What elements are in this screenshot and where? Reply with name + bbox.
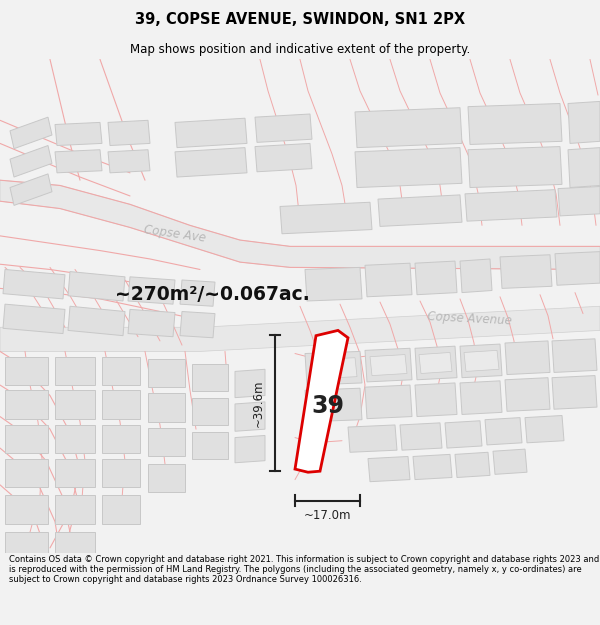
Polygon shape — [102, 357, 140, 385]
Polygon shape — [0, 306, 600, 351]
Polygon shape — [108, 120, 150, 146]
Polygon shape — [102, 496, 140, 524]
Text: Copse Ave: Copse Ave — [143, 223, 207, 244]
Polygon shape — [568, 101, 600, 143]
Polygon shape — [5, 496, 48, 524]
Polygon shape — [175, 118, 247, 148]
Polygon shape — [235, 369, 265, 398]
Polygon shape — [555, 252, 600, 285]
Polygon shape — [10, 117, 52, 149]
Polygon shape — [415, 383, 457, 416]
Polygon shape — [419, 352, 452, 374]
Polygon shape — [552, 339, 597, 372]
Polygon shape — [55, 496, 95, 524]
Polygon shape — [280, 202, 372, 234]
Polygon shape — [295, 331, 348, 472]
Polygon shape — [10, 174, 52, 206]
Text: Contains OS data © Crown copyright and database right 2021. This information is : Contains OS data © Crown copyright and d… — [9, 554, 599, 584]
Polygon shape — [255, 143, 312, 172]
Polygon shape — [465, 189, 557, 221]
Polygon shape — [102, 390, 140, 419]
Polygon shape — [5, 459, 48, 487]
Polygon shape — [500, 255, 552, 288]
Polygon shape — [348, 425, 397, 452]
Polygon shape — [55, 150, 102, 173]
Polygon shape — [460, 344, 502, 377]
Polygon shape — [305, 351, 362, 385]
Polygon shape — [102, 459, 140, 487]
Polygon shape — [3, 269, 65, 299]
Polygon shape — [460, 381, 502, 414]
Polygon shape — [468, 147, 562, 188]
Polygon shape — [413, 454, 452, 479]
Polygon shape — [5, 425, 48, 453]
Polygon shape — [558, 186, 600, 216]
Text: 39: 39 — [311, 394, 344, 418]
Polygon shape — [128, 309, 175, 337]
Polygon shape — [505, 341, 550, 374]
Polygon shape — [370, 354, 407, 376]
Polygon shape — [55, 390, 95, 419]
Polygon shape — [355, 148, 462, 188]
Polygon shape — [365, 348, 412, 382]
Polygon shape — [378, 195, 462, 226]
Polygon shape — [55, 425, 95, 453]
Polygon shape — [102, 425, 140, 453]
Polygon shape — [415, 261, 457, 295]
Polygon shape — [485, 418, 522, 445]
Polygon shape — [5, 532, 48, 553]
Polygon shape — [55, 532, 95, 553]
Polygon shape — [192, 432, 228, 459]
Polygon shape — [108, 150, 150, 173]
Polygon shape — [368, 456, 410, 482]
Polygon shape — [192, 398, 228, 425]
Polygon shape — [5, 390, 48, 419]
Polygon shape — [5, 357, 48, 385]
Polygon shape — [55, 357, 95, 385]
Polygon shape — [464, 351, 499, 371]
Polygon shape — [55, 122, 102, 146]
Polygon shape — [415, 346, 457, 380]
Polygon shape — [305, 268, 362, 301]
Polygon shape — [365, 263, 412, 297]
Polygon shape — [552, 376, 597, 409]
Polygon shape — [365, 385, 412, 419]
Text: ~270m²/~0.067ac.: ~270m²/~0.067ac. — [115, 285, 310, 304]
Polygon shape — [55, 459, 95, 487]
Polygon shape — [505, 378, 550, 411]
Polygon shape — [0, 180, 600, 269]
Polygon shape — [493, 449, 527, 474]
Text: ~17.0m: ~17.0m — [304, 509, 351, 522]
Polygon shape — [525, 416, 564, 443]
Polygon shape — [468, 104, 562, 144]
Polygon shape — [3, 304, 65, 334]
Polygon shape — [180, 280, 215, 306]
Polygon shape — [455, 452, 490, 478]
Text: 39, COPSE AVENUE, SWINDON, SN1 2PX: 39, COPSE AVENUE, SWINDON, SN1 2PX — [135, 12, 465, 27]
Polygon shape — [355, 107, 462, 148]
Polygon shape — [68, 306, 125, 336]
Polygon shape — [148, 394, 185, 422]
Polygon shape — [460, 259, 492, 292]
Polygon shape — [568, 148, 600, 188]
Text: Copse Avenue: Copse Avenue — [427, 310, 512, 328]
Polygon shape — [148, 464, 185, 492]
Polygon shape — [445, 421, 482, 448]
Polygon shape — [235, 436, 265, 462]
Polygon shape — [128, 277, 175, 304]
Text: ~39.6m: ~39.6m — [252, 379, 265, 427]
Polygon shape — [235, 402, 265, 431]
Polygon shape — [180, 311, 215, 338]
Polygon shape — [312, 357, 357, 379]
Polygon shape — [305, 388, 362, 422]
Polygon shape — [175, 148, 247, 177]
Polygon shape — [10, 146, 52, 177]
Text: Map shows position and indicative extent of the property.: Map shows position and indicative extent… — [130, 42, 470, 56]
Polygon shape — [68, 272, 125, 301]
Polygon shape — [192, 364, 228, 391]
Polygon shape — [255, 114, 312, 142]
Polygon shape — [148, 359, 185, 387]
Polygon shape — [148, 428, 185, 456]
Polygon shape — [400, 423, 442, 450]
